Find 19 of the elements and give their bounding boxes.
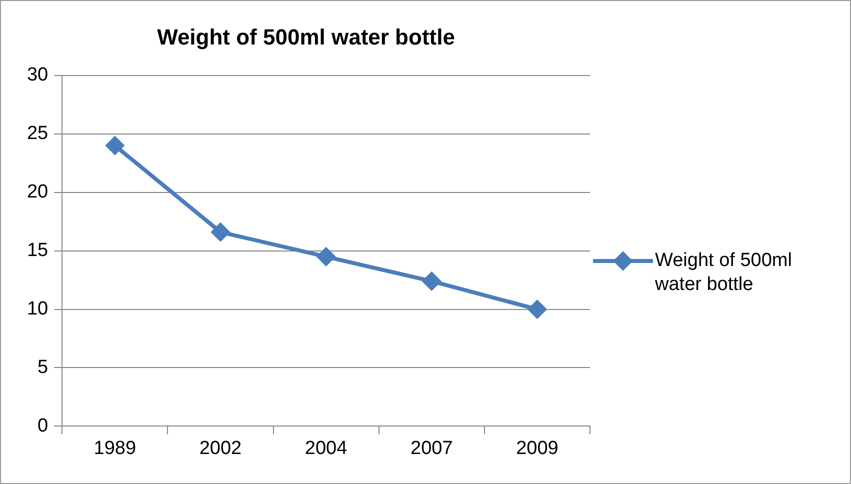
chart-title: Weight of 500ml water bottle	[157, 24, 455, 50]
legend-label: Weight of 500ml water bottle	[655, 249, 793, 297]
y-tick-label: 5	[38, 356, 48, 378]
y-tick-label: 20	[26, 182, 48, 203]
y-tick-label: 25	[26, 123, 48, 144]
y-tick-label: 30	[26, 64, 48, 86]
x-tick-label: 2004	[304, 438, 348, 459]
x-tick-label: 2002	[199, 438, 242, 459]
x-tick-label: 1989	[94, 438, 136, 459]
point	[211, 223, 230, 242]
y-tick-label: 15	[26, 240, 48, 262]
x-tick-label: 2009	[516, 438, 558, 459]
x-tick-label: 2007	[410, 438, 453, 459]
point	[528, 300, 546, 318]
point	[317, 248, 336, 266]
point	[106, 136, 124, 155]
point	[422, 272, 441, 290]
y-tick-label: 0	[38, 415, 48, 436]
y-tick-label: 10	[26, 298, 48, 320]
